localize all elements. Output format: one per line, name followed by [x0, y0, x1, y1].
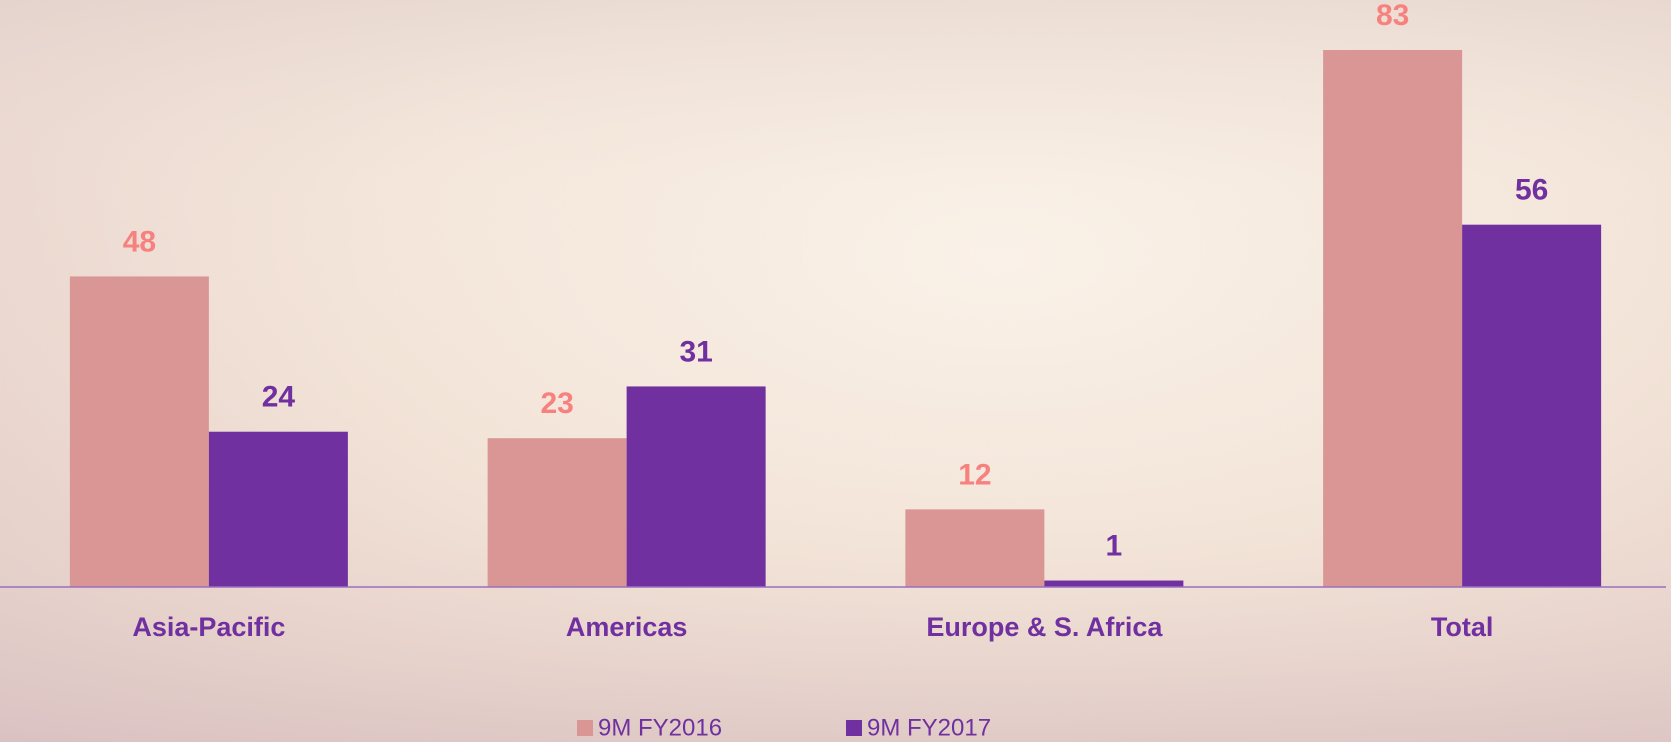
bar: [208, 431, 348, 587]
data-label: 1: [1106, 529, 1123, 562]
x-tick-label: Americas: [566, 612, 688, 642]
bar: [1044, 580, 1184, 587]
bar: [1323, 50, 1463, 587]
bar: [905, 509, 1045, 587]
data-label: 31: [679, 335, 712, 368]
data-label: 56: [1515, 174, 1548, 207]
x-tick-label: Total: [1431, 612, 1494, 642]
bar: [1462, 224, 1602, 587]
bar: [69, 276, 209, 587]
x-tick-label: Asia-Pacific: [132, 612, 285, 642]
data-label: 83: [1376, 0, 1409, 32]
legend-label: 9M FY2017: [867, 714, 991, 741]
data-label: 48: [123, 225, 156, 258]
data-label: 23: [540, 387, 573, 420]
x-tick-label: Europe & S. Africa: [926, 612, 1163, 642]
legend-swatch: [577, 720, 593, 736]
bar: [626, 386, 766, 587]
legend-swatch: [846, 720, 862, 736]
legend-label: 9M FY2016: [598, 714, 722, 741]
bar: [487, 438, 627, 587]
data-label: 12: [958, 458, 991, 491]
data-label: 24: [262, 381, 296, 414]
